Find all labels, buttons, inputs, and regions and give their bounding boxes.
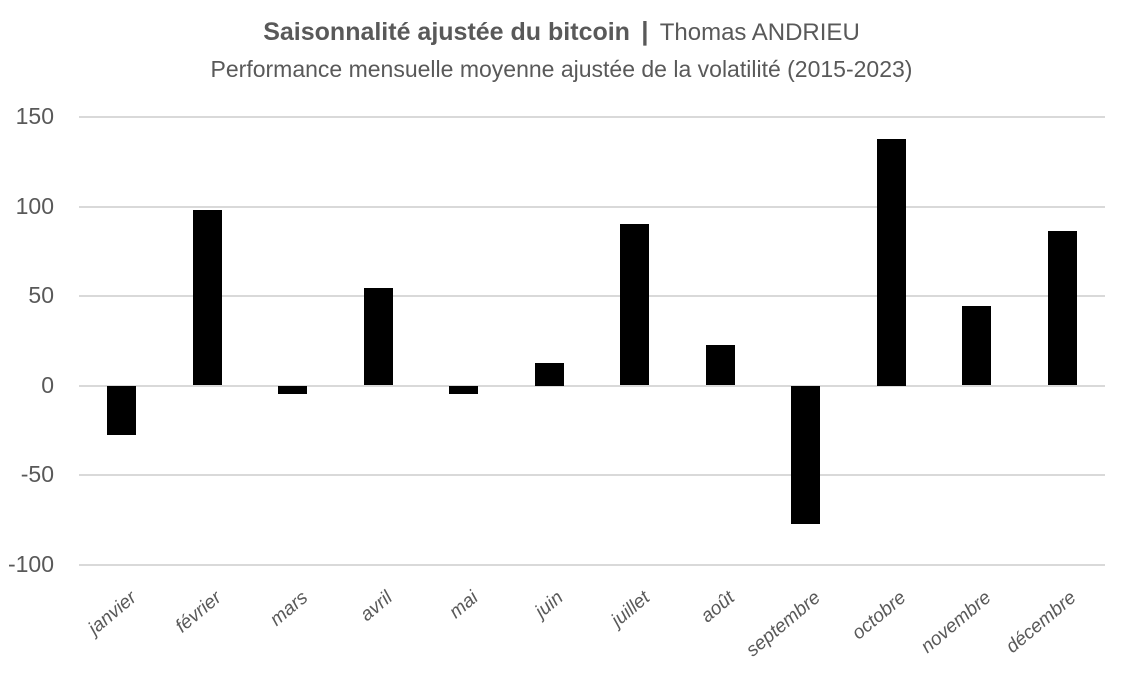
y-tick-label: 150 [15, 103, 54, 129]
chart-subtitle: Performance mensuelle moyenne ajustée de… [210, 56, 913, 82]
x-tick-label: octobre [848, 587, 911, 645]
chart-title: Saisonnalité ajustée du bitcoin | Thomas… [0, 16, 1123, 47]
y-tick-label: -50 [20, 461, 54, 487]
x-tick-label: juillet [607, 587, 654, 632]
y-tick-label: 0 [41, 371, 54, 398]
bar-juin [534, 363, 564, 386]
x-tick-label: avril [356, 587, 397, 626]
gridline [79, 474, 1105, 476]
y-tick-label: 100 [15, 192, 54, 219]
bar-septembre [791, 385, 821, 525]
gridline [79, 205, 1105, 208]
x-tick-label: février [171, 587, 226, 638]
y-tick-label: -100 [7, 550, 54, 577]
gridline [79, 384, 1105, 387]
bar-juillet [620, 224, 650, 386]
x-tick-label: novembre [916, 587, 996, 658]
bar-janvier [107, 385, 137, 435]
x-tick-label: août [697, 587, 740, 628]
bar-mars [278, 385, 308, 394]
bar-novembre [962, 305, 992, 386]
gridline [79, 563, 1105, 566]
bar-février [192, 210, 222, 386]
gridline [79, 295, 1105, 297]
x-tick-label: mars [265, 587, 312, 631]
title-separator: | [641, 16, 649, 46]
bar-août [705, 345, 735, 386]
gridline [79, 116, 1105, 118]
chart-author: Thomas ANDRIEU [659, 19, 860, 46]
bar-octobre [876, 139, 906, 386]
bar-décembre [1047, 230, 1077, 386]
x-tick-label: mai [445, 587, 483, 624]
y-tick-label: 50 [28, 282, 54, 308]
x-tick-label: janvier [84, 587, 141, 640]
x-tick-label: juin [531, 587, 568, 623]
x-tick-label: décembre [1002, 587, 1081, 658]
x-tick-label: septembre [742, 587, 825, 662]
bar-avril [363, 287, 393, 386]
bar-mai [449, 385, 479, 394]
chart-title-main: Saisonnalité ajustée du bitcoin [263, 18, 630, 46]
